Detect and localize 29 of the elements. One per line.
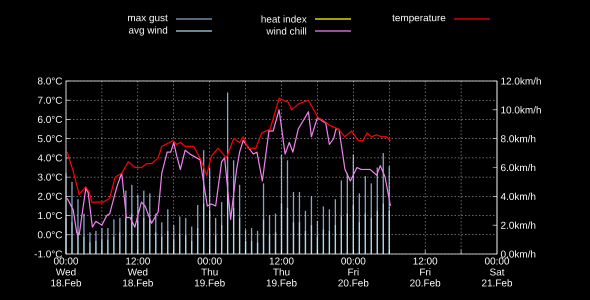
- y-tick-label: 0.0°C: [38, 231, 62, 238]
- x-tick-label: 00:00 Thu 19.Feb: [194, 258, 225, 286]
- y-tick-label: 5.0°C: [38, 135, 62, 142]
- legend-label: temperature: [392, 14, 446, 24]
- y-tick-label: 1.0°C: [38, 212, 62, 220]
- legend-label: wind chill: [266, 27, 306, 35]
- y2-tick-label: 10.0km/h: [501, 106, 541, 114]
- x-tick-label: 00:00 Sat 21.Feb: [482, 258, 512, 286]
- y2-tick-label: 4.0km/h: [500, 192, 536, 200]
- x-tick-label: 12:00 Wed 18.Feb: [123, 258, 153, 286]
- y-tick-label: 4.0°C: [38, 154, 62, 162]
- x-tick-label: 12:00 Fri 20.Feb: [410, 258, 440, 286]
- y-tick-label: 6.0°C: [38, 116, 62, 123]
- y-tick-label: -1.0°C: [34, 250, 62, 258]
- x-tick-label: 00:00 Fri 20.Feb: [338, 258, 368, 286]
- y-tick-label: 2.0°C: [38, 192, 62, 200]
- legend-label: avg wind: [128, 26, 168, 36]
- y-tick-label: 8.0°C: [38, 77, 62, 85]
- x-tick-label: 00:00 Wed 18.Feb: [51, 258, 82, 286]
- y2-tick-label: 12.0km/h: [501, 77, 541, 85]
- y-tick-label: 3.0°C: [38, 174, 62, 181]
- y2-tick-label: 8.0km/h: [500, 135, 536, 142]
- legend-label: max gust: [128, 14, 168, 24]
- legend-label: heat index: [262, 15, 307, 23]
- y2-tick-label: 2.0km/h: [501, 222, 536, 229]
- x-tick-label: 12:00 Thu 19.Feb: [266, 258, 297, 286]
- y2-tick-label: 6.0km/h: [501, 164, 536, 172]
- y-tick-label: 7.0°C: [38, 96, 62, 104]
- y2-tick-label: 0.0km/h: [500, 250, 536, 258]
